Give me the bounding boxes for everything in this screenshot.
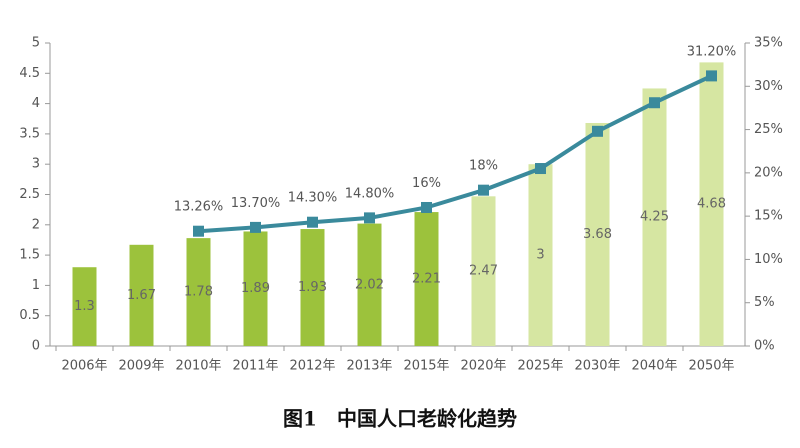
line-marker — [364, 212, 375, 224]
bar-value-label: 2.21 — [412, 272, 441, 287]
bar-value-label: 4.68 — [697, 197, 726, 212]
bar-value-label: 1.67 — [127, 288, 156, 303]
x-tick-label: 2006年 — [61, 359, 107, 374]
line-marker — [250, 221, 261, 233]
bar — [186, 238, 211, 346]
line-marker — [307, 216, 318, 228]
line-value-label: 16% — [412, 176, 441, 191]
bar-value-label: 1.89 — [241, 281, 270, 296]
line-marker — [535, 163, 546, 175]
x-tick-label: 2011年 — [232, 359, 278, 374]
y-tick-label: 0 — [32, 339, 40, 354]
bar-value-label: 4.25 — [640, 210, 669, 225]
y-tick-label: 2.5 — [19, 187, 40, 202]
x-tick-label: 2040年 — [631, 359, 677, 374]
y-tick-label: 4.5 — [19, 66, 40, 81]
x-tick-label: 2009年 — [118, 359, 164, 374]
line-marker — [649, 97, 660, 109]
y2-tick-label: 25% — [754, 122, 783, 137]
y-tick-label: 2 — [32, 217, 40, 232]
bar — [642, 88, 667, 346]
x-tick-label: 2012年 — [289, 359, 335, 374]
y2-tick-label: 5% — [754, 295, 775, 310]
y-tick-label: 4 — [32, 96, 40, 111]
x-tick-label: 2013年 — [346, 359, 392, 374]
x-tick-label: 2020年 — [460, 359, 506, 374]
bar — [471, 196, 496, 346]
bar — [528, 164, 553, 346]
line-value-label: 13.70% — [231, 196, 281, 211]
line-marker — [706, 70, 717, 82]
y2-tick-label: 35% — [754, 36, 783, 51]
x-tick-label: 2025年 — [517, 359, 563, 374]
line-value-label: 13.26% — [174, 200, 224, 215]
x-tick-label: 2030年 — [574, 359, 620, 374]
bar-value-label: 1.3 — [74, 299, 95, 314]
bar — [243, 231, 268, 346]
bar-value-label: 1.93 — [298, 280, 327, 295]
bar — [414, 212, 439, 346]
line-value-label: 14.30% — [288, 191, 338, 206]
x-tick-label: 2010年 — [175, 359, 221, 374]
y-tick-label: 5 — [32, 36, 40, 51]
line-marker — [478, 184, 489, 196]
bar — [129, 244, 154, 346]
y2-tick-label: 15% — [754, 209, 783, 224]
y-tick-label: 3.5 — [19, 126, 40, 141]
y-tick-label: 3 — [32, 157, 40, 172]
y2-tick-label: 20% — [754, 165, 783, 180]
line-marker — [592, 125, 603, 137]
x-tick-label: 2015年 — [403, 359, 449, 374]
line-value-label: 18% — [469, 159, 498, 174]
y2-tick-label: 0% — [754, 339, 775, 354]
bar — [357, 223, 382, 346]
y-tick-label: 1.5 — [19, 248, 40, 263]
bar-value-label: 1.78 — [184, 285, 213, 300]
y-tick-label: 1 — [32, 278, 40, 293]
y2-tick-label: 30% — [754, 79, 783, 94]
bar-value-label: 2.02 — [355, 277, 384, 292]
bar — [300, 229, 325, 346]
bar-value-label: 3 — [536, 248, 544, 263]
bar — [72, 267, 97, 346]
bar-value-label: 3.68 — [583, 227, 612, 242]
bar — [585, 122, 610, 346]
line — [198, 74, 713, 234]
line-marker — [421, 201, 432, 213]
y2-tick-label: 10% — [754, 252, 783, 267]
line-marker — [193, 225, 204, 237]
x-tick-label: 2050年 — [688, 359, 734, 374]
line-value-label: 31.20% — [687, 44, 737, 59]
chart-title: 图1 中国人口老龄化趋势 — [283, 407, 517, 431]
line-value-label: 14.80% — [345, 186, 395, 201]
bar-value-label: 2.47 — [469, 264, 498, 279]
bar — [699, 62, 724, 346]
y-tick-label: 0.5 — [19, 308, 40, 323]
